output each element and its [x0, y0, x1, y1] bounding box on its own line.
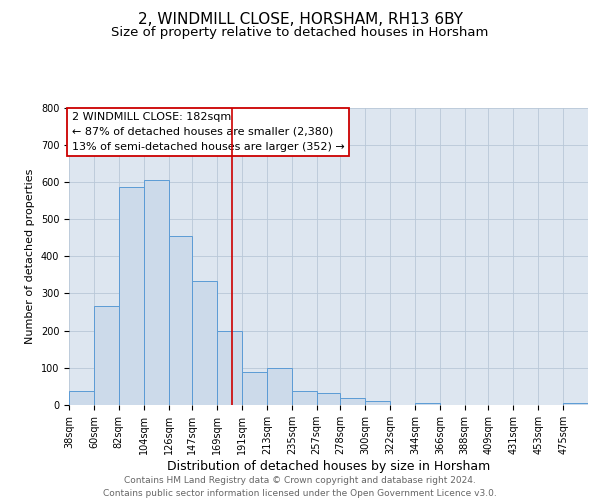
- Bar: [242, 372, 267, 405]
- X-axis label: Distribution of detached houses by size in Horsham: Distribution of detached houses by size …: [167, 460, 490, 473]
- Bar: [365, 402, 390, 405]
- Bar: [317, 393, 340, 405]
- Bar: [69, 391, 94, 405]
- Bar: [563, 403, 588, 405]
- Text: 2 WINDMILL CLOSE: 182sqm
← 87% of detached houses are smaller (2,380)
13% of sem: 2 WINDMILL CLOSE: 182sqm ← 87% of detach…: [71, 112, 344, 152]
- Text: Size of property relative to detached houses in Horsham: Size of property relative to detached ho…: [112, 26, 488, 39]
- Bar: [192, 281, 217, 405]
- Text: Contains HM Land Registry data © Crown copyright and database right 2024.
Contai: Contains HM Land Registry data © Crown c…: [103, 476, 497, 498]
- Bar: [119, 188, 143, 405]
- Bar: [292, 391, 317, 405]
- Bar: [94, 306, 119, 405]
- Bar: [217, 332, 242, 405]
- Y-axis label: Number of detached properties: Number of detached properties: [25, 168, 35, 344]
- Text: 2, WINDMILL CLOSE, HORSHAM, RH13 6BY: 2, WINDMILL CLOSE, HORSHAM, RH13 6BY: [137, 12, 463, 28]
- Bar: [415, 403, 440, 405]
- Bar: [267, 368, 292, 405]
- Bar: [340, 398, 365, 405]
- Bar: [169, 236, 192, 405]
- Bar: [143, 180, 169, 405]
